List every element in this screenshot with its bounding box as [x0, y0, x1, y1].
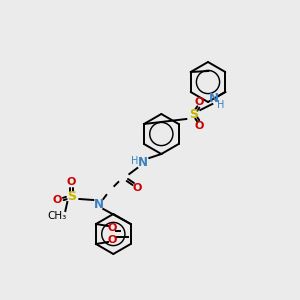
Text: O: O [67, 177, 76, 187]
Text: O: O [195, 97, 204, 107]
Text: O: O [107, 235, 117, 245]
Text: O: O [195, 121, 204, 131]
Text: N: N [209, 92, 219, 106]
Text: O: O [107, 223, 117, 233]
Text: O: O [133, 183, 142, 193]
Text: N: N [138, 155, 148, 169]
Text: S: S [189, 107, 198, 121]
Text: S: S [67, 190, 76, 202]
Text: N: N [94, 197, 104, 211]
Text: H: H [130, 156, 138, 166]
Text: CH₃: CH₃ [48, 211, 67, 221]
Text: H: H [217, 100, 224, 110]
Text: O: O [52, 195, 62, 205]
